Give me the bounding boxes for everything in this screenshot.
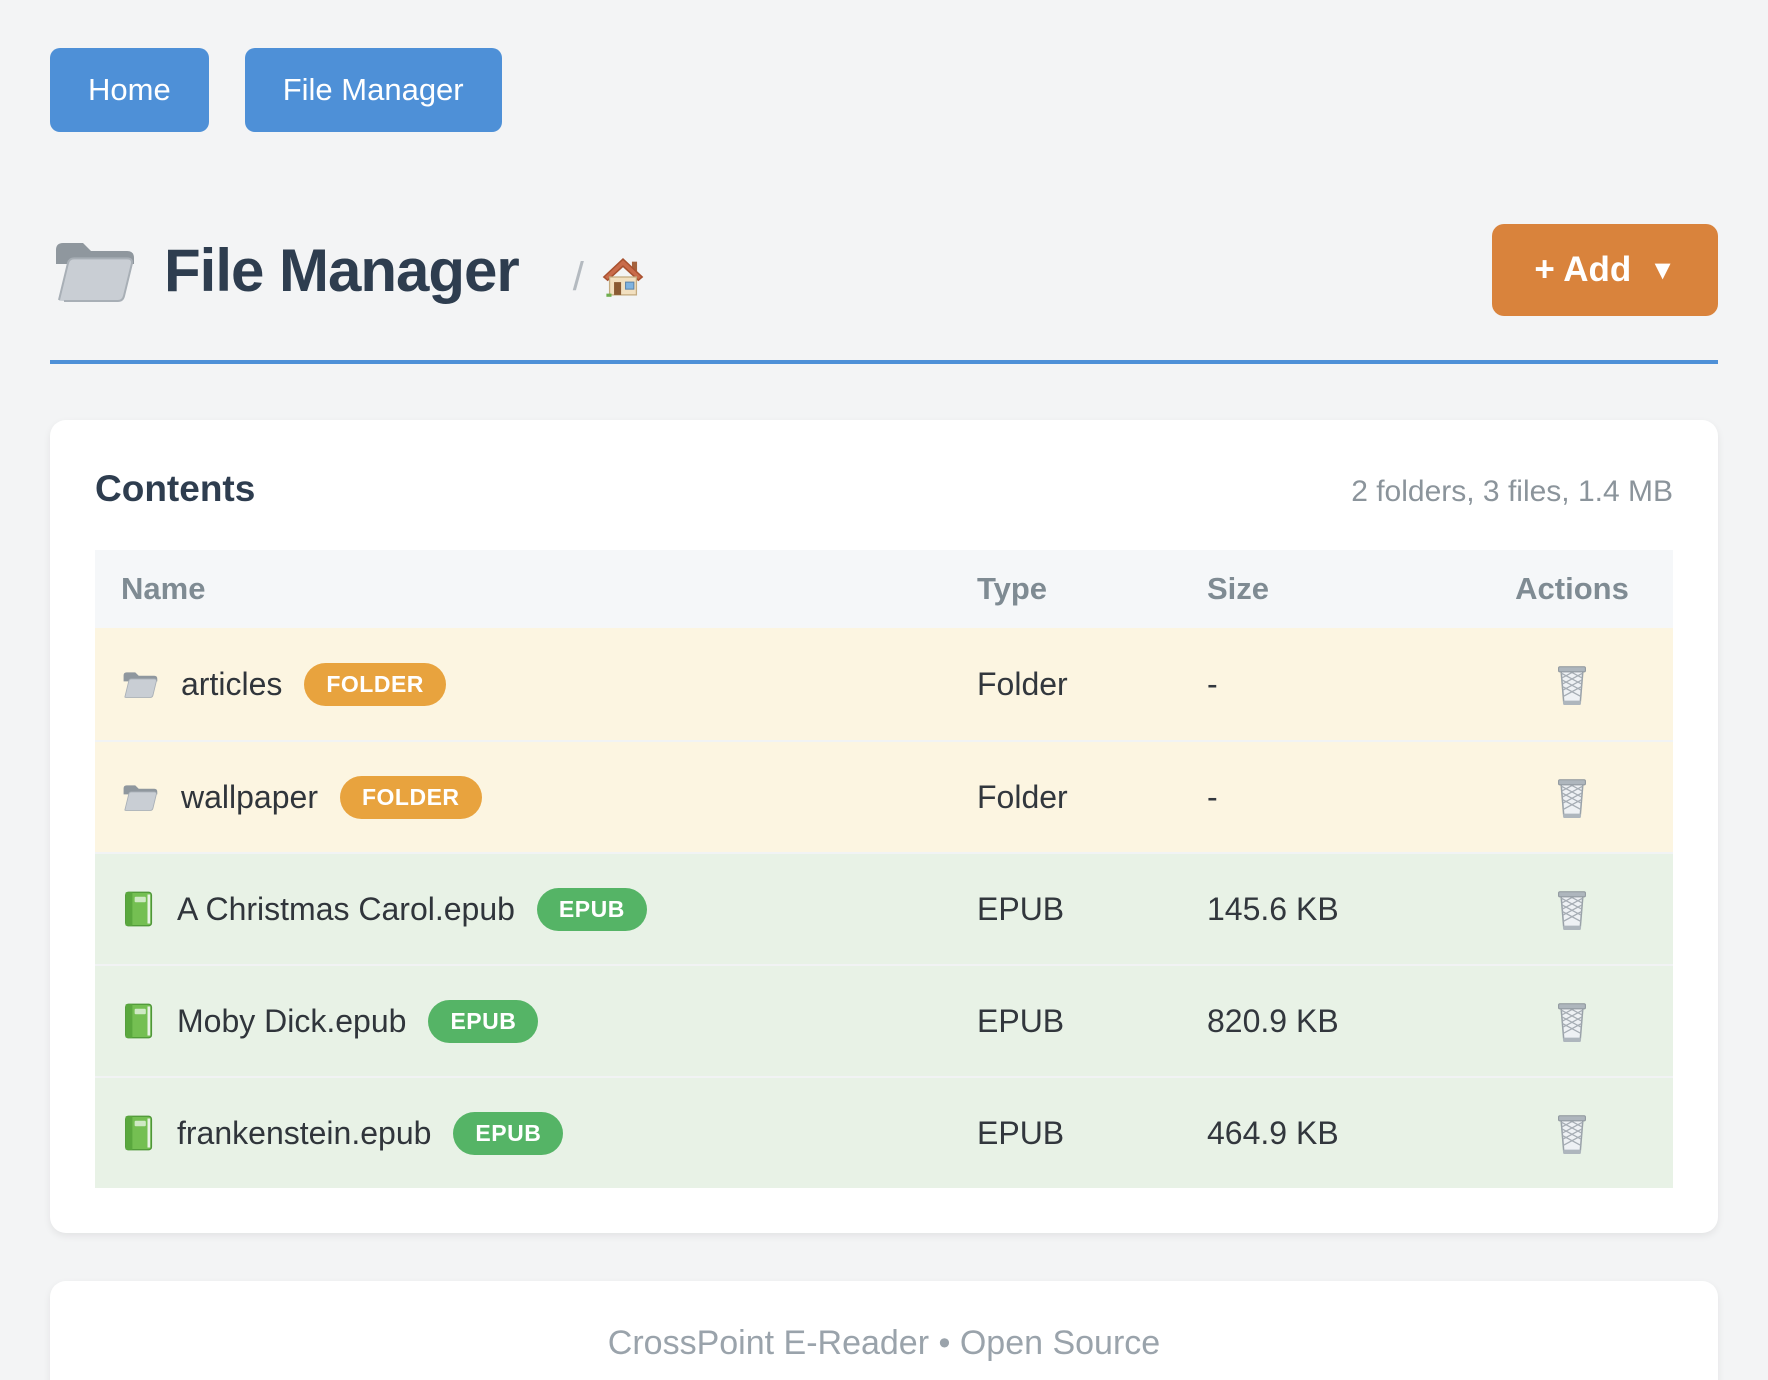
type-cell: Folder bbox=[977, 665, 1068, 702]
table-header-row: Name Type Size Actions bbox=[95, 550, 1673, 628]
book-icon bbox=[121, 1002, 155, 1040]
size-cell: - bbox=[1207, 778, 1218, 815]
column-header-actions: Actions bbox=[1515, 571, 1629, 606]
file-name-link[interactable]: articles bbox=[181, 665, 283, 702]
type-badge: EPUB bbox=[428, 999, 539, 1043]
type-badge: FOLDER bbox=[339, 775, 482, 819]
wastebasket-icon[interactable] bbox=[1548, 657, 1596, 711]
size-cell: - bbox=[1207, 665, 1218, 702]
table-row[interactable]: frankenstein.epub EPUB EPUB 464.9 KB bbox=[95, 1076, 1673, 1188]
page-title: File Manager bbox=[164, 236, 520, 304]
wastebasket-icon[interactable] bbox=[1548, 1106, 1596, 1160]
column-header-name: Name bbox=[121, 571, 206, 606]
type-cell: EPUB bbox=[977, 1002, 1065, 1039]
book-icon bbox=[121, 890, 155, 928]
wastebasket-icon[interactable] bbox=[1548, 994, 1596, 1048]
file-name-link[interactable]: Moby Dick.epub bbox=[177, 1002, 407, 1039]
size-cell: 464.9 KB bbox=[1207, 1114, 1339, 1151]
home-button[interactable]: Home bbox=[50, 48, 209, 132]
house-icon[interactable] bbox=[600, 255, 646, 299]
wastebasket-icon[interactable] bbox=[1548, 770, 1596, 824]
type-badge: EPUB bbox=[453, 1111, 564, 1155]
chevron-down-icon: ▼ bbox=[1649, 254, 1676, 285]
type-cell: EPUB bbox=[977, 1114, 1065, 1151]
file-name-link[interactable]: wallpaper bbox=[181, 778, 318, 815]
column-header-size: Size bbox=[1207, 571, 1270, 606]
table-row[interactable]: articles FOLDER Folder - bbox=[95, 628, 1673, 740]
top-nav: Home File Manager bbox=[50, 0, 1718, 132]
footer-text: CrossPoint E-Reader • Open Source bbox=[607, 1323, 1161, 1362]
type-cell: Folder bbox=[977, 778, 1068, 815]
type-badge: EPUB bbox=[536, 887, 647, 931]
type-cell: EPUB bbox=[977, 890, 1065, 927]
file-table: Name Type Size Actions articles FOLDER bbox=[95, 550, 1673, 1188]
book-icon bbox=[121, 1114, 155, 1152]
type-badge: FOLDER bbox=[304, 662, 446, 706]
wastebasket-icon[interactable] bbox=[1548, 882, 1596, 936]
table-row[interactable]: A Christmas Carol.epub EPUB EPUB 145.6 K… bbox=[95, 852, 1673, 964]
breadcrumb: / bbox=[573, 255, 646, 300]
contents-card-header: Contents 2 folders, 3 files, 1.4 MB bbox=[95, 468, 1673, 510]
folder-icon bbox=[50, 234, 138, 306]
contents-heading: Contents bbox=[95, 468, 256, 509]
table-body: articles FOLDER Folder - bbox=[95, 628, 1673, 1188]
footer-card: CrossPoint E-Reader • Open Source bbox=[50, 1281, 1718, 1380]
title-group: File Manager / bbox=[50, 234, 646, 306]
folder-icon bbox=[121, 781, 159, 813]
table-row[interactable]: Moby Dick.epub EPUB EPUB 820.9 KB bbox=[95, 964, 1673, 1076]
contents-summary: 2 folders, 3 files, 1.4 MB bbox=[1351, 475, 1673, 508]
add-button-label: + Add bbox=[1534, 250, 1632, 289]
table-row[interactable]: wallpaper FOLDER Folder - bbox=[95, 740, 1673, 852]
header-divider bbox=[50, 360, 1718, 364]
page-header: File Manager / + Add ▼ bbox=[50, 224, 1718, 316]
folder-icon bbox=[121, 668, 159, 700]
breadcrumb-separator: / bbox=[572, 254, 584, 299]
contents-card: Contents 2 folders, 3 files, 1.4 MB Name… bbox=[50, 420, 1718, 1233]
file-manager-button[interactable]: File Manager bbox=[244, 48, 502, 132]
size-cell: 820.9 KB bbox=[1207, 1002, 1339, 1039]
add-button[interactable]: + Add ▼ bbox=[1492, 224, 1718, 316]
file-name-link[interactable]: A Christmas Carol.epub bbox=[177, 890, 515, 927]
size-cell: 145.6 KB bbox=[1207, 890, 1339, 927]
column-header-type: Type bbox=[977, 571, 1048, 606]
file-name-link[interactable]: frankenstein.epub bbox=[177, 1114, 432, 1151]
